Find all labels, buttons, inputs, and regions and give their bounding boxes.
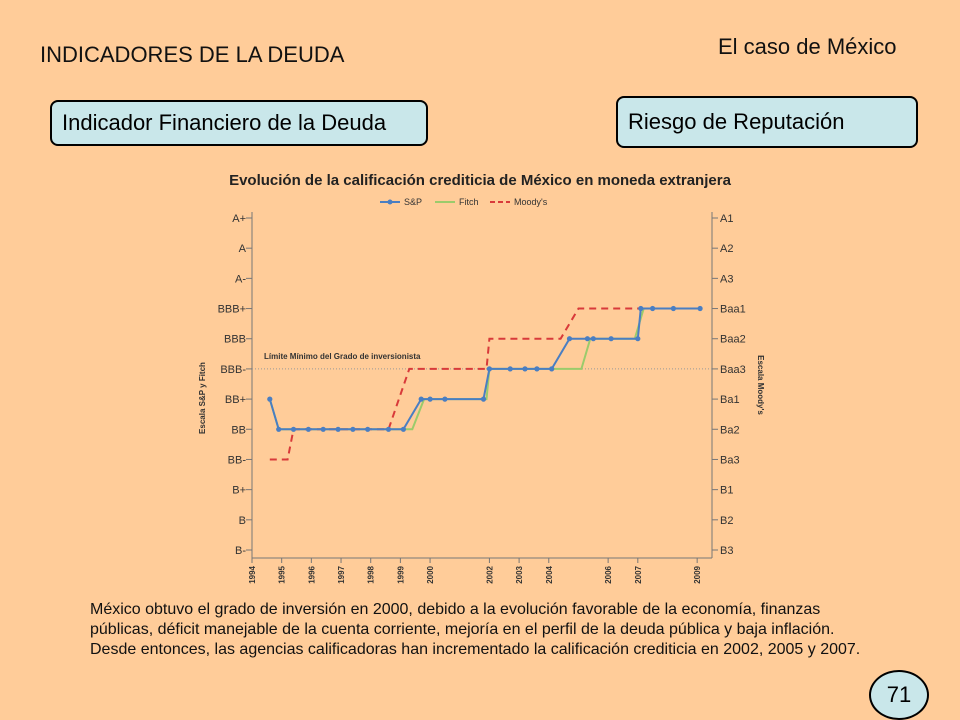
right-tick-label: Baa2: [720, 334, 746, 346]
left-tick-label: BBB-: [220, 364, 246, 376]
series-point-sp: [650, 305, 656, 312]
page-number-badge: 71: [869, 670, 929, 720]
x-tick-label: 1997: [337, 565, 346, 583]
left-tick-label: BBB: [224, 334, 246, 346]
right-tick-label: B1: [720, 485, 733, 497]
x-tick-label: 1996: [307, 565, 316, 583]
series-point-sp: [350, 426, 356, 432]
x-tick-label: 2004: [545, 565, 554, 583]
x-tick-label: 2006: [604, 565, 613, 583]
series-point-sp: [638, 305, 644, 312]
right-tick-label: Ba1: [720, 394, 740, 406]
case-title: El caso de México: [718, 34, 897, 59]
left-tick-label: A: [239, 243, 247, 255]
tab-financial-indicator-label: Indicador Financiero de la Deuda: [62, 110, 387, 135]
left-tick-label: BB+: [225, 394, 246, 406]
right-tick-label: B3: [720, 545, 733, 557]
series-point-sp: [320, 426, 326, 432]
section-title: INDICADORES DE LA DEUDA: [40, 42, 345, 67]
legend-label: Fitch: [459, 197, 479, 207]
series-point-sp: [365, 426, 371, 432]
series-point-sp: [608, 336, 614, 342]
series-point-sp: [276, 426, 282, 432]
series-point-sp: [697, 305, 703, 312]
series-line-sp: [268, 307, 701, 431]
x-tick-label: 1998: [367, 565, 376, 583]
right-tick-label: Baa3: [720, 364, 746, 376]
series-point-sp: [566, 336, 573, 342]
right-axis-title: Escala Moody's: [756, 355, 765, 415]
threshold-label: Límite Mínimo del Grado de inversionista: [264, 352, 421, 361]
x-tick-label: 2003: [515, 565, 524, 583]
x-tick-label: 2002: [485, 565, 494, 583]
legend-label: Moody's: [514, 197, 548, 207]
series-point-sp: [400, 426, 406, 432]
tab-financial-indicator[interactable]: Indicador Financiero de la Deuda: [50, 100, 428, 146]
x-tick-label: 1995: [278, 565, 287, 583]
legend-label: S&P: [404, 197, 422, 207]
series-point-sp: [267, 396, 273, 402]
series-point-sp: [305, 426, 311, 432]
series-point-sp: [442, 396, 448, 402]
x-tick-label: 2009: [693, 565, 702, 583]
series-point-sp: [427, 396, 433, 402]
series-point-sp: [385, 426, 392, 432]
series-point-sp: [335, 426, 341, 432]
left-tick-label: BB: [231, 424, 246, 436]
tab-reputation-risk[interactable]: Riesgo de Reputación: [616, 96, 918, 148]
series-point-sp: [290, 426, 297, 432]
tab-reputation-risk-label: Riesgo de Reputación: [628, 109, 845, 134]
series-point-sp: [418, 396, 424, 402]
series-point-sp: [584, 336, 591, 342]
left-tick-label: B: [239, 515, 246, 527]
right-tick-label: Ba2: [720, 424, 740, 436]
chart-title: Evolución de la calificación crediticia …: [229, 172, 731, 189]
left-tick-label: A+: [232, 213, 246, 225]
right-tick-label: Ba3: [720, 454, 740, 466]
left-tick-label: B+: [232, 485, 246, 497]
series-point-sp: [670, 305, 677, 312]
series-point-sp: [534, 366, 540, 372]
x-tick-label: 2007: [634, 565, 643, 583]
series-point-sp: [480, 396, 487, 402]
x-tick-label: 2000: [426, 565, 435, 583]
series-point-sp: [486, 366, 492, 372]
left-tick-label: B-: [235, 545, 246, 557]
body-paragraph: México obtuvo el grado de inversión en 2…: [90, 601, 861, 658]
series-line-fitch: [268, 307, 701, 431]
legend-marker: [387, 199, 393, 205]
left-tick-label: A-: [235, 273, 246, 285]
series-point-sp: [590, 336, 596, 342]
series-point-sp: [635, 336, 641, 342]
right-tick-label: A3: [720, 273, 733, 285]
series-point-sp: [549, 366, 555, 372]
right-tick-label: Baa1: [720, 304, 746, 316]
right-tick-label: A1: [720, 213, 733, 225]
right-tick-label: B2: [720, 515, 733, 527]
series-point-sp: [507, 366, 513, 372]
x-tick-label: 1994: [248, 565, 257, 583]
page-number: 71: [886, 682, 912, 707]
series-line-moodys: [269, 307, 701, 461]
x-tick-label: 1999: [396, 565, 405, 583]
left-axis-title: Escala S&P y Fitch: [198, 362, 207, 434]
left-tick-label: BB-: [228, 454, 247, 466]
series-point-sp: [522, 366, 528, 372]
left-tick-label: BBB+: [218, 304, 246, 316]
right-tick-label: A2: [720, 243, 733, 255]
